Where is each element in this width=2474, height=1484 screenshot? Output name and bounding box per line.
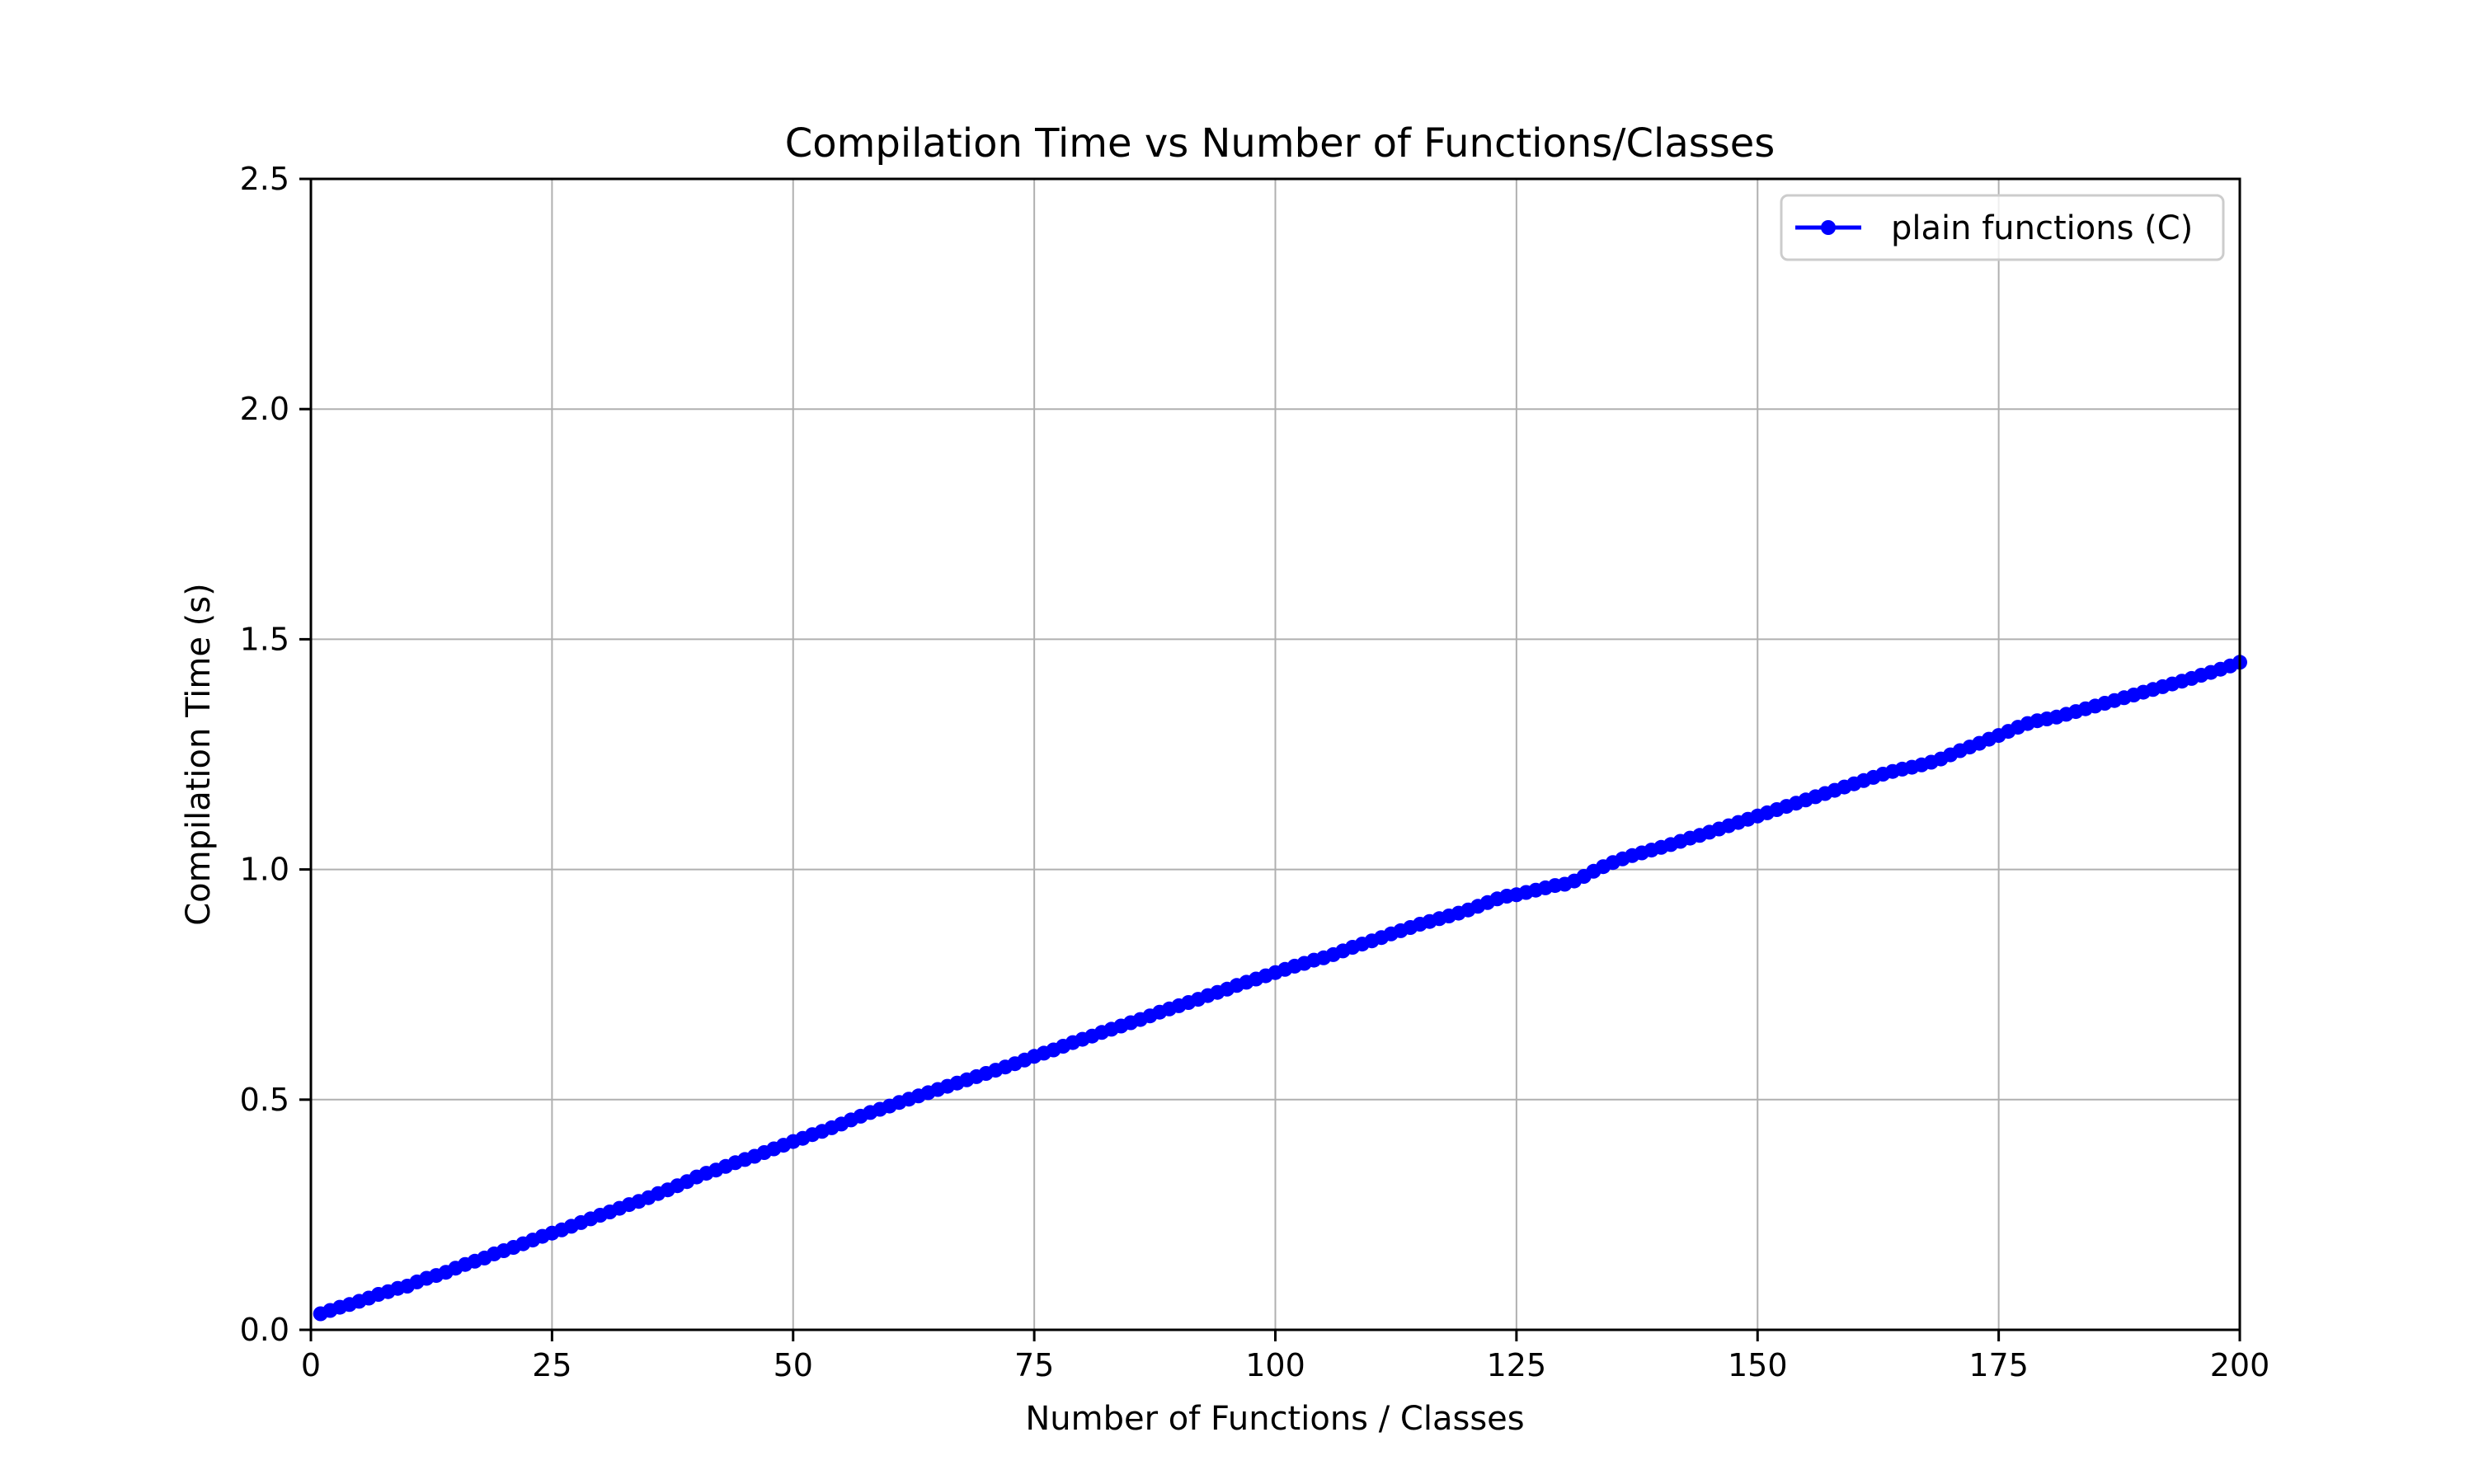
x-tick-label: 125 (1487, 1347, 1547, 1383)
legend-label: plain functions (C) (1891, 209, 2193, 247)
x-tick-label: 200 (2210, 1347, 2270, 1383)
chart-title: Compilation Time vs Number of Functions/… (785, 120, 1776, 167)
x-tick-label: 175 (1968, 1347, 2029, 1383)
tick-marks (299, 177, 2241, 1341)
legend-frame (1780, 194, 2225, 261)
y-tick-label: 1.0 (240, 852, 289, 888)
y-tick-label: 0.5 (240, 1082, 289, 1118)
x-tick-label: 0 (301, 1347, 321, 1383)
y-axis-label: Compilation Time (s) (180, 583, 218, 926)
y-tick-label: 2.5 (240, 161, 289, 197)
y-tick-label: 2.0 (240, 391, 289, 427)
x-tick-label: 150 (1728, 1347, 1788, 1383)
x-tick-label: 50 (774, 1347, 813, 1383)
y-tick-label: 1.5 (240, 621, 289, 657)
x-tick-label: 75 (1014, 1347, 1054, 1383)
y-tick-label: 0.0 (240, 1312, 289, 1348)
x-tick-label: 25 (532, 1347, 571, 1383)
series-layer (313, 655, 2247, 1322)
tick-labels: 0 25 50 75 100 125 150 175 200 0.0 0.5 1.0 1.5 2.0 2.5 (240, 161, 2270, 1383)
x-axis-label: Number of Functions / Classes (1025, 1400, 1524, 1438)
x-tick-label: 100 (1245, 1347, 1305, 1383)
legend: plain functions (C) (1780, 194, 2225, 261)
legend-marker (1821, 220, 1836, 235)
